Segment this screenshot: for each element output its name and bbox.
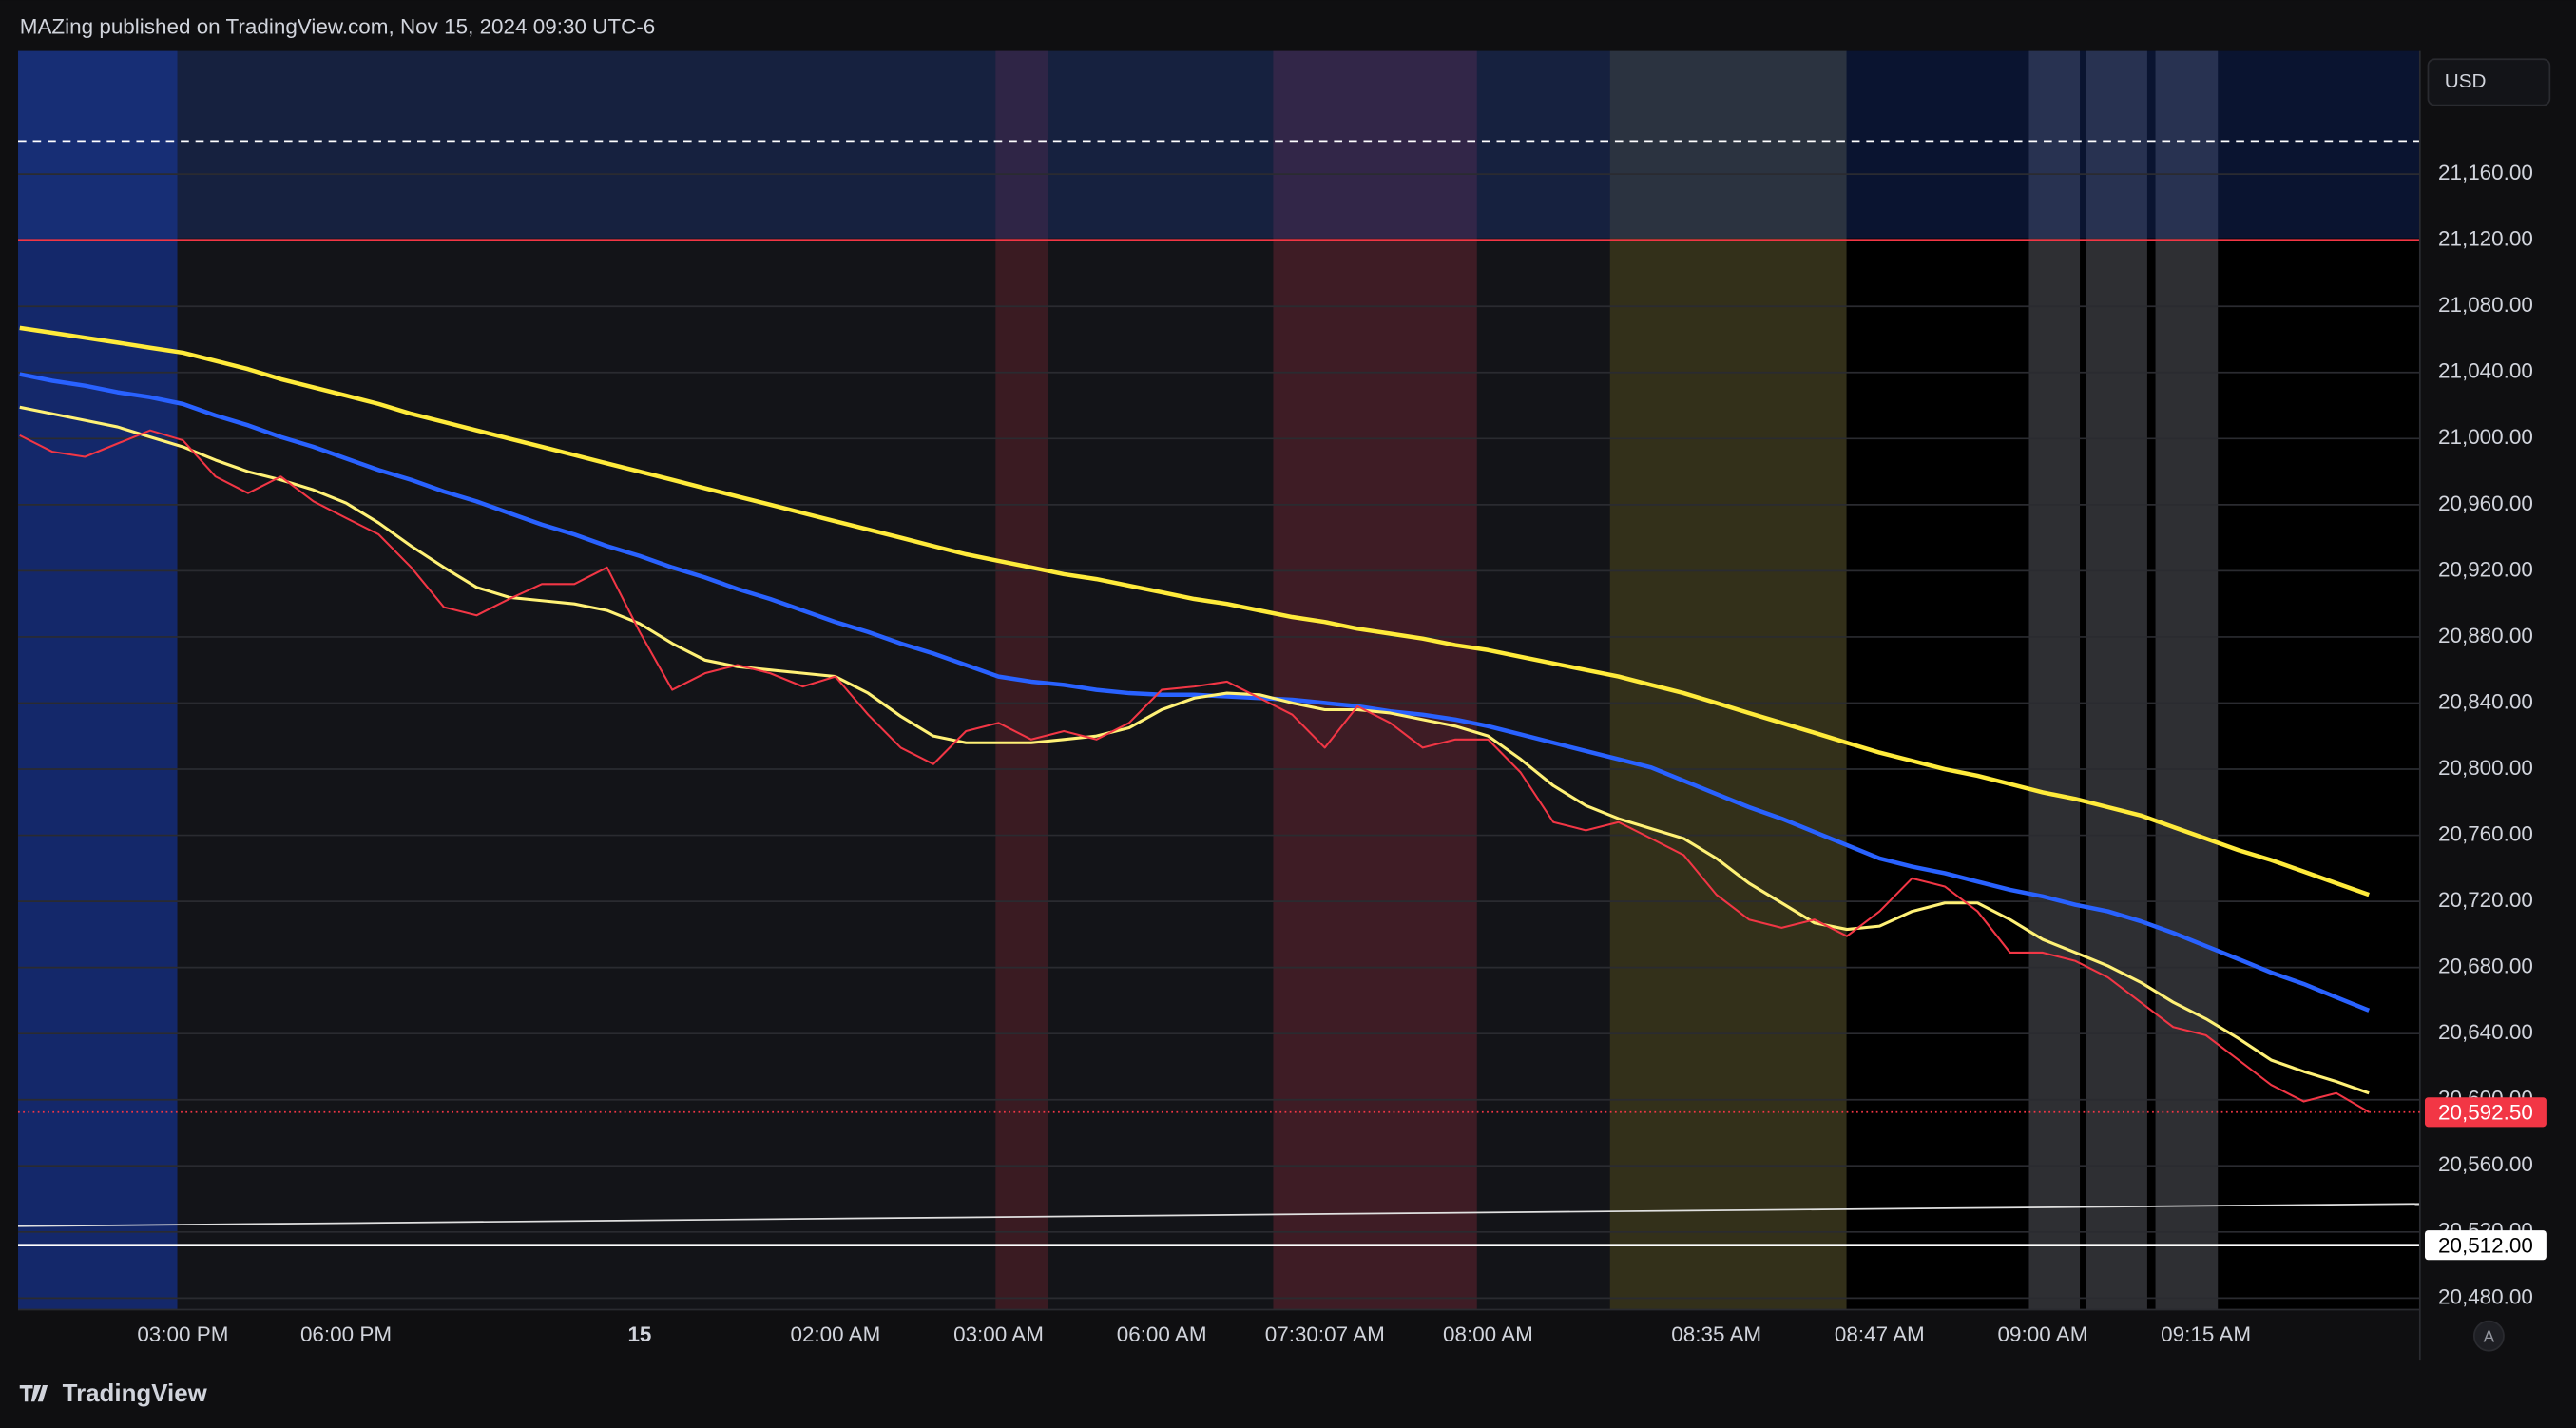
x-tick-label: 03:00 AM [953,1322,1044,1346]
x-tick-label: 06:00 AM [1117,1322,1207,1346]
scale-button-label: A [2484,1326,2495,1345]
series-line [19,372,2371,1013]
series-line [19,429,2370,1113]
header: MAZing published on TradingView.com, Nov… [20,14,656,38]
band [18,50,2420,239]
brand: TradingView [63,1380,208,1407]
x-tick-label: 03:00 PM [137,1322,228,1346]
y-tick-label: 20,920.00 [2438,557,2533,581]
x-tick-label: 09:00 AM [1998,1322,2088,1346]
x-axis: 03:00 PM 06:00 PM 15 02:00 AM 03:00 AM 06:00 … [137,1322,2251,1346]
x-tick-label: 09:15 AM [2161,1322,2251,1346]
y-tick-label: 21,080.00 [2438,293,2533,317]
x-tick-label: 07:30:07 AM [1265,1322,1385,1346]
y-tick-label: 20,760.00 [2438,821,2533,845]
brand-logo [19,1385,48,1402]
y-tick-label: 21,040.00 [2438,359,2533,383]
price-tags: 20,592.50 20,512.00 [18,1097,2547,1261]
y-tick-label: 20,960.00 [2438,492,2533,515]
x-tick-label: 08:35 AM [1671,1322,1761,1346]
currency: USD [2445,70,2487,92]
series-line [19,405,2370,1095]
x-tick-label: 06:00 PM [300,1322,392,1346]
price-tag [2424,1230,2547,1261]
trend-line [18,1203,2420,1227]
y-tick-label: 20,560.00 [2438,1152,2533,1176]
price-tag-label: 20,512.00 [2438,1233,2533,1257]
price-tag-label: 20,592.50 [2438,1100,2533,1124]
price-tag [2424,1097,2547,1128]
scale-button[interactable] [2472,1320,2505,1352]
y-tick-label: 20,720.00 [2438,888,2533,912]
y-tick-label: 20,840.00 [2438,689,2533,713]
x-tick-label: 02:00 AM [790,1322,880,1346]
series [19,325,2371,1113]
x-tick-label: 15 [627,1322,651,1346]
currency-box[interactable] [2427,58,2551,106]
y-tick-label: 21,160.00 [2438,161,2533,184]
series-line [19,325,2370,897]
levels [18,140,2420,1247]
y-tick-label: 20,680.00 [2438,955,2533,978]
y-tick-label: 20,880.00 [2438,624,2533,647]
y-tick-label: 21,120.00 [2438,227,2533,251]
y-axis: 20,480.0020,520.0020,560.0020,600.0020,6… [2438,161,2533,1308]
y-tick-label: 20,640.00 [2438,1020,2533,1044]
y-tick-label: 20,480.00 [2438,1284,2533,1308]
y-tick-label: 20,800.00 [2438,756,2533,780]
x-tick-label: 08:00 AM [1443,1322,1533,1346]
y-tick-label: 21,000.00 [2438,425,2533,449]
x-tick-label: 08:47 AM [1835,1322,1925,1346]
